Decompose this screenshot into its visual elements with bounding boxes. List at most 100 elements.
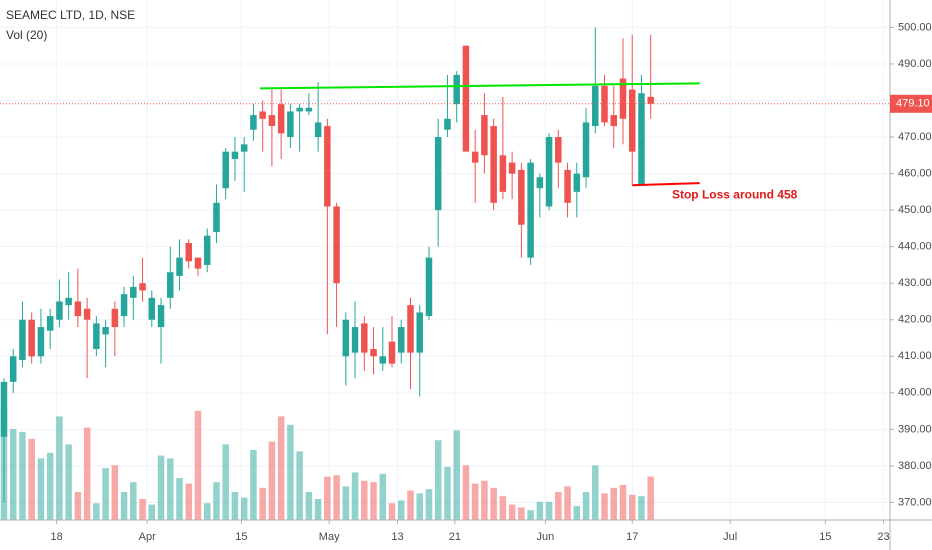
volume-bar <box>490 487 497 520</box>
candle-body <box>194 257 202 269</box>
volume-bar <box>19 431 26 520</box>
volume-pane <box>0 0 890 520</box>
volume-bar <box>93 503 100 520</box>
candle-body <box>388 341 396 364</box>
volume-bar <box>379 473 387 520</box>
volume-bar <box>444 466 451 520</box>
candle-body <box>370 348 377 357</box>
volume-bar <box>194 410 202 520</box>
candle-body <box>471 151 479 163</box>
volume-bar <box>250 450 257 520</box>
candle-body <box>592 85 599 127</box>
candle-body <box>647 96 654 104</box>
candle-body <box>582 122 590 178</box>
annotation: Stop Loss around 458 <box>672 188 798 202</box>
volume-bar <box>213 482 220 520</box>
y-tick-label: 490.00 <box>898 58 932 70</box>
volume-bar <box>407 490 414 520</box>
volume-bar <box>416 493 423 520</box>
volume-bar <box>83 427 91 520</box>
candle-body <box>259 111 266 119</box>
volume-bar <box>157 455 165 520</box>
volume-bar <box>573 506 581 520</box>
last-price-label: 479.10 <box>896 98 930 110</box>
volume-bar <box>453 430 460 520</box>
y-tick-label: 420.00 <box>898 314 932 326</box>
candle-body <box>176 257 183 276</box>
candle-body <box>148 297 156 320</box>
candle-body <box>240 144 248 152</box>
candle-body <box>536 177 544 189</box>
volume-bar <box>305 492 313 520</box>
candle-body <box>379 356 387 364</box>
volume-bar <box>462 465 470 520</box>
x-tick-label: 21 <box>449 531 461 543</box>
y-tick-label: 500.00 <box>898 21 932 33</box>
volume-bar <box>555 492 562 520</box>
volume-bar <box>647 476 654 520</box>
volume-bar <box>425 489 433 520</box>
volume-bar <box>628 494 636 520</box>
candle-body <box>314 122 322 138</box>
candle-body <box>111 308 119 328</box>
candle-body <box>203 235 211 265</box>
candle-body <box>305 107 313 112</box>
volume-bar <box>28 438 35 520</box>
x-tick-label: Jun <box>537 531 555 543</box>
candle-body <box>407 305 414 353</box>
x-tick-label: 15 <box>235 531 247 543</box>
last-price-box <box>890 94 932 113</box>
candle-body <box>167 272 174 298</box>
volume-bar <box>351 472 359 520</box>
volume-bar <box>398 500 405 520</box>
candle-body <box>342 319 350 357</box>
x-tick-label: 23 <box>877 531 889 543</box>
y-tick-label: 430.00 <box>898 277 932 289</box>
volume-bar <box>65 444 72 520</box>
candle-body <box>157 305 165 328</box>
volume-bar <box>508 504 516 520</box>
candle-body <box>518 169 525 225</box>
candle-body <box>564 169 571 203</box>
volume-bar <box>203 503 211 520</box>
x-tick-label: Apr <box>139 531 156 543</box>
volume-bar <box>111 465 119 520</box>
volume-bar <box>139 499 146 520</box>
volume-bar <box>37 458 45 520</box>
y-tick-label: 450.00 <box>898 204 932 216</box>
candle-body <box>120 294 128 317</box>
volume-bar <box>167 458 174 520</box>
volume-bar <box>277 416 285 520</box>
candle-body <box>434 137 442 211</box>
y-tick-label: 440.00 <box>898 241 932 253</box>
candle-body <box>628 89 636 152</box>
candle-body <box>213 202 220 233</box>
candle-body <box>601 85 608 123</box>
x-tick-label: May <box>319 531 340 543</box>
candle-body <box>102 327 109 335</box>
volume-bar <box>287 424 294 520</box>
volume-bar <box>268 441 276 520</box>
volume-bar <box>46 452 54 520</box>
candle-body <box>287 111 294 138</box>
candle-body <box>555 137 562 163</box>
volume-bar <box>434 440 442 520</box>
candle-body <box>130 286 137 298</box>
candle-body <box>0 381 8 437</box>
candle-body <box>499 155 507 192</box>
candle-body <box>462 45 470 152</box>
candle-body <box>222 151 229 189</box>
volume-bar <box>342 486 350 520</box>
candle-body <box>527 162 534 258</box>
candle-body <box>9 356 17 382</box>
volume-bar <box>314 499 322 520</box>
volume-bar <box>120 492 128 520</box>
candle-body <box>361 323 368 353</box>
candle-body <box>573 173 581 192</box>
volume-bar <box>56 416 63 520</box>
volume-bar <box>259 487 266 520</box>
volume-label: Vol (20) <box>6 28 47 42</box>
volume-bar <box>176 478 183 520</box>
y-tick-label: 470.00 <box>898 131 932 143</box>
